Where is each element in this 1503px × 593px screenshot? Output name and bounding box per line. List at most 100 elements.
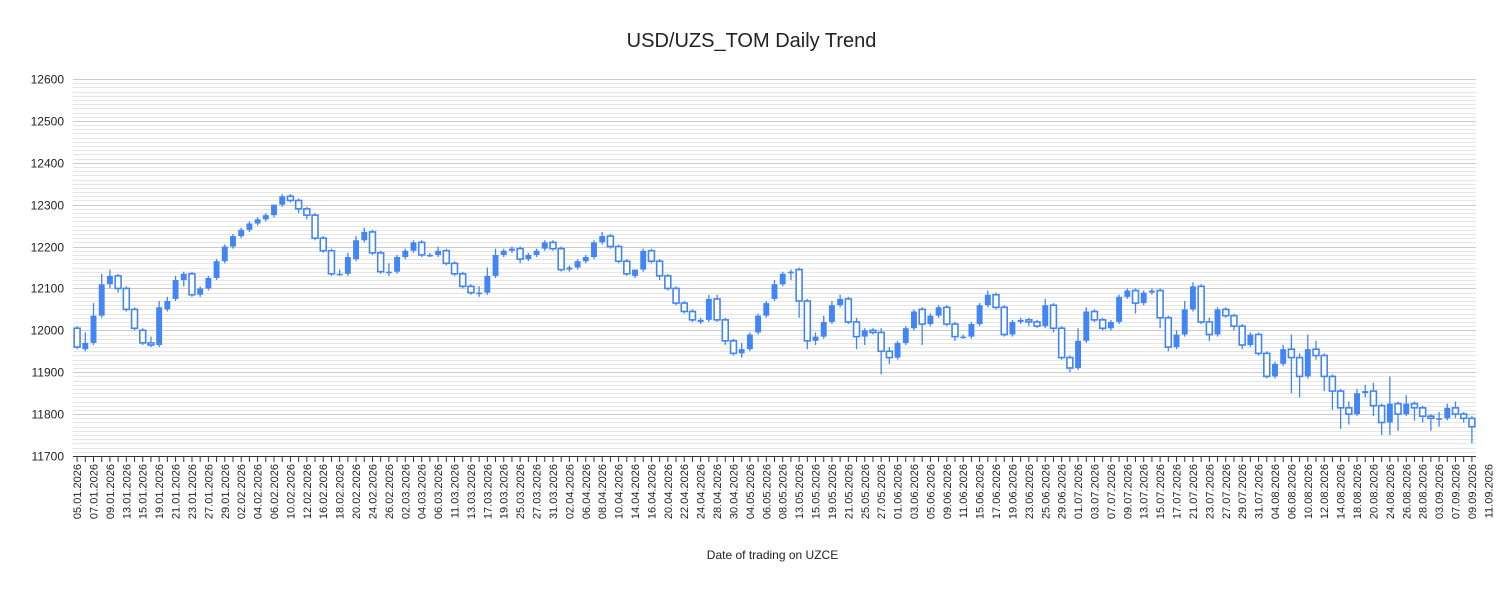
candle-body-down	[664, 275, 672, 290]
x-tick-label: 27.01.2026	[203, 464, 215, 519]
candle-body-up	[763, 303, 770, 316]
x-axis-label: Date of trading on UZCE	[706, 548, 839, 562]
candle-body-up	[738, 349, 745, 354]
x-tick-label: 21.01.2026	[171, 464, 183, 519]
x-tick-label: 06.04.2026	[581, 464, 593, 519]
candle-body-down	[450, 262, 459, 275]
candle-body-up	[812, 336, 819, 341]
candle-body-up	[640, 250, 647, 270]
x-tick-label: 20.04.2026	[663, 464, 675, 519]
candle-body-up	[197, 288, 204, 295]
candle-body-up	[582, 257, 589, 262]
candle-body-up	[1107, 321, 1114, 329]
candle-body-up	[771, 284, 778, 299]
candle-body-down	[286, 195, 295, 202]
x-tick-label: 23.07.2026	[1204, 464, 1216, 519]
candle-body-down	[680, 302, 689, 313]
candle-body-up	[1017, 319, 1024, 322]
candle-body-down	[114, 275, 122, 290]
candle-body-up	[1386, 403, 1393, 423]
candle-body-up	[1403, 403, 1410, 415]
candle-body-down	[688, 310, 697, 321]
candle-body-down	[549, 241, 557, 250]
candle-body-up	[254, 219, 261, 224]
candle-body-down	[1066, 356, 1074, 369]
x-tick-label: 04.05.2026	[745, 464, 757, 519]
candle-body-down	[311, 214, 319, 239]
candle-body-down	[943, 306, 951, 325]
x-tick-label: 30.04.2026	[728, 464, 740, 519]
candle-body-down	[795, 268, 803, 302]
candle-body-down	[303, 208, 311, 216]
x-tick-label: 06.02.2026	[269, 464, 281, 519]
candle-body-up	[1181, 309, 1188, 335]
candle-body-up	[894, 342, 901, 358]
candle-body-down	[147, 342, 155, 346]
candle-body-up	[82, 342, 89, 350]
candle-body-up	[828, 305, 835, 322]
candle-body-down	[1000, 306, 1008, 336]
candle-body-down	[1090, 310, 1099, 321]
candle-body-down	[138, 329, 147, 344]
x-tick-label: 10.08.2026	[1303, 464, 1315, 519]
x-tick-label: 15.05.2026	[811, 464, 823, 519]
candle-body-up	[1280, 349, 1287, 364]
candle-body-down	[1254, 333, 1263, 355]
candle-body-up	[492, 254, 499, 276]
x-tick-label: 01.07.2026	[1073, 464, 1085, 519]
candle-body-down	[729, 340, 738, 355]
x-tick-label: 17.07.2026	[1172, 464, 1184, 519]
x-tick-label: 09.01.2026	[105, 464, 117, 519]
x-tick-label: 13.01.2026	[121, 464, 133, 519]
candle-body-down	[1057, 327, 1066, 359]
candle-body-up	[525, 254, 532, 260]
candle-body-down	[1394, 402, 1402, 415]
x-tick-label: 08.04.2026	[597, 464, 609, 519]
candle-body-up	[279, 196, 286, 205]
x-tick-label: 11.09.2026	[1483, 464, 1495, 518]
candle-body-up	[410, 242, 417, 251]
candle-body-up	[927, 315, 934, 325]
x-tick-label: 03.07.2026	[1089, 464, 1101, 519]
candle-body-up	[746, 334, 753, 350]
candle-body-down	[918, 308, 926, 325]
x-tick-label: 15.07.2026	[1155, 464, 1167, 519]
candle-body-down	[1468, 417, 1476, 428]
candle-body-up	[90, 315, 97, 343]
candle-body-up	[336, 273, 343, 276]
candle-body-up	[484, 275, 491, 293]
x-tick-label: 07.01.2026	[89, 464, 101, 519]
candle-body-up	[156, 307, 163, 345]
candle-body-up	[632, 269, 638, 276]
candle-body-down	[1238, 325, 1246, 346]
x-tick-label: 19.01.2026	[154, 464, 166, 519]
candle-body-down	[1197, 285, 1205, 323]
candle-body-up	[106, 275, 113, 285]
candle-body-down	[1025, 319, 1033, 323]
candle-body-up	[361, 231, 368, 241]
candle-body-up	[566, 267, 573, 270]
x-tick-label: 22.04.2026	[679, 464, 691, 519]
candle-body-up	[1362, 391, 1369, 394]
candle-body-up	[213, 261, 220, 278]
candle-body-up	[968, 324, 975, 337]
x-tick-label: 03.06.2026	[909, 464, 921, 519]
candle-body-up	[172, 280, 179, 299]
candle-body-down	[1418, 407, 1427, 418]
candle-body-down	[614, 245, 623, 263]
candle-body-up	[205, 277, 212, 289]
candle-body-up	[574, 261, 581, 268]
candle-body-up	[911, 311, 917, 329]
candle-body-down	[672, 287, 680, 304]
x-tick-label: 07.07.2026	[1106, 464, 1118, 519]
x-tick-label: 03.09.2026	[1434, 464, 1446, 519]
candle-body-up	[164, 301, 171, 310]
candle-body-down	[844, 298, 853, 323]
candle-body-up	[1148, 290, 1155, 293]
candle-body-up	[902, 328, 909, 343]
x-tick-label: 24.08.2026	[1385, 464, 1397, 519]
y-tick-label: 12300	[31, 199, 65, 213]
candle-body-up	[541, 242, 548, 249]
x-tick-label: 18.02.2026	[335, 464, 347, 519]
